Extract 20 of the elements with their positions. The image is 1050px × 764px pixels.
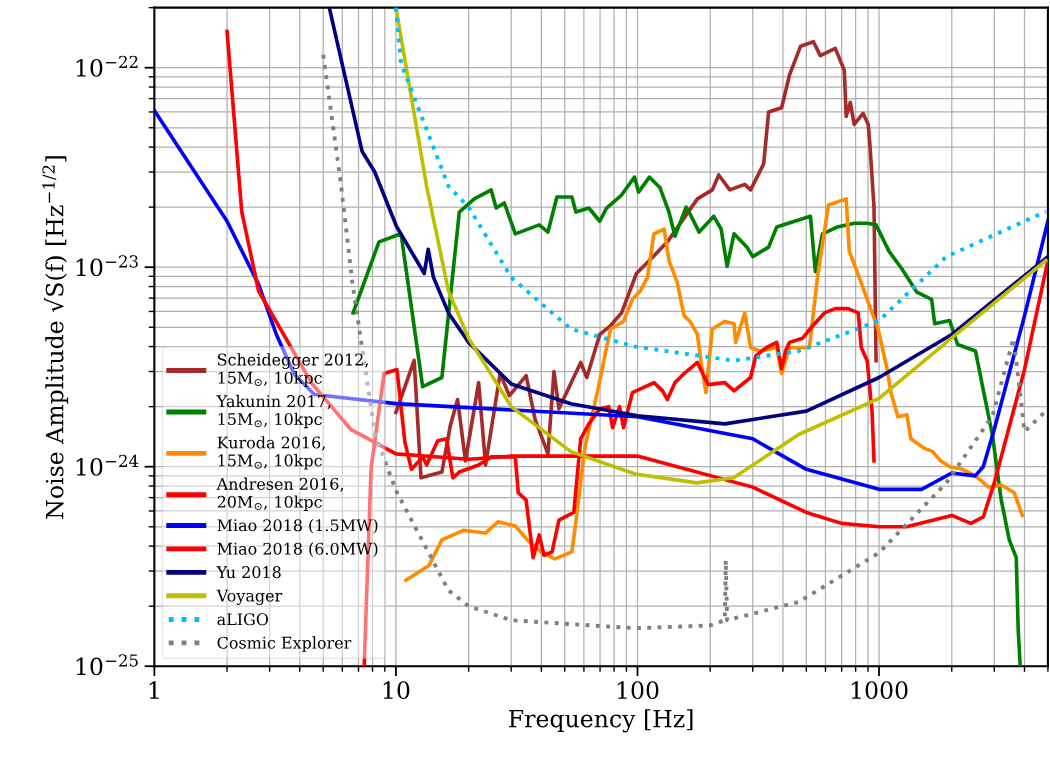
y-tick-label: 10$^{−24}$ — [76, 454, 139, 476]
legend-label: Miao 2018 (6.0MW) — [217, 542, 378, 557]
y-tick-label: 10$^{−22}$ — [76, 55, 138, 77]
legend-label: Cosmic Explorer — [217, 636, 352, 652]
x-tick-label: 1000 — [851, 681, 908, 700]
legend-label: Kuroda 2016, 15M$_{⊙}$, 10kpc — [217, 436, 325, 470]
x-tick-label: 100 — [617, 681, 659, 700]
legend-label: aLIGO — [217, 613, 269, 626]
legend-label: Andresen 2016, 20M$_{⊙}$, 10kpc — [216, 477, 343, 511]
x-axis-title: Frequency [Hz] — [509, 709, 693, 733]
y-tick-label: 10$^{−25}$ — [76, 654, 138, 676]
legend-label: Miao 2018 (1.5MW) — [217, 518, 378, 534]
legend-label: Yakunin 2017, 15M$_{⊙}$, 10kpc — [216, 394, 331, 429]
y-axis-title: Noise Amplitude √S(f) [Hz$^{−1/2}$] — [42, 156, 69, 519]
legend-label: Voyager — [216, 589, 283, 605]
x-tick-label: 1 — [149, 681, 159, 699]
legend-label: Scheidegger 2012, 15M$_{⊙}$, 10kpc — [217, 353, 368, 387]
y-tick-label: 10$^{−23}$ — [76, 255, 138, 277]
legend-label: Yu 2018 — [216, 566, 281, 579]
x-tick-label: 10 — [383, 681, 410, 700]
